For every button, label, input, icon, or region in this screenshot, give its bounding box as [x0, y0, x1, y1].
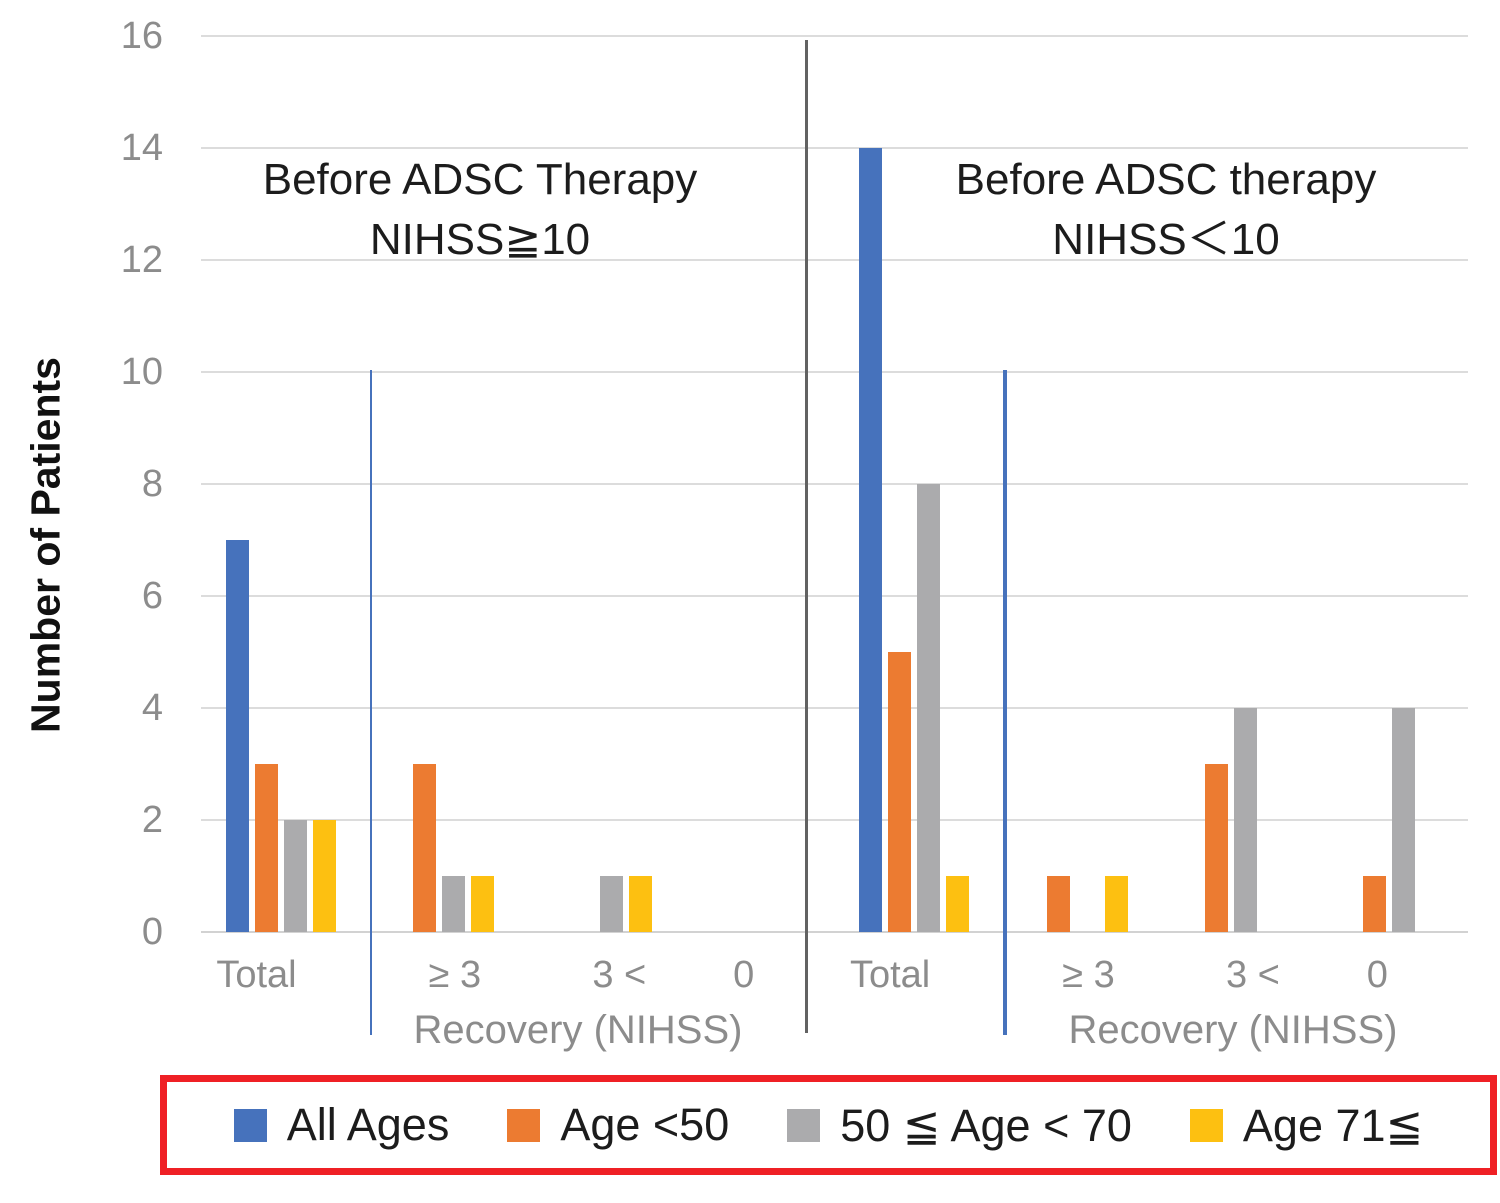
y-tick-label: 8 — [141, 462, 163, 505]
bar — [225, 539, 249, 932]
gridline-y2 — [201, 818, 1468, 821]
bar — [629, 875, 653, 932]
gridline-y14 — [201, 146, 1468, 149]
legend-item-age-71-plus: Age 71≦ — [1189, 1099, 1424, 1152]
bar — [441, 875, 465, 932]
legend-item-all-ages: All Ages — [233, 1099, 450, 1151]
bar — [946, 875, 970, 932]
y-axis-title: Number of Patients — [22, 357, 69, 733]
gridline-y6 — [201, 594, 1468, 597]
category-label: 0 — [1366, 954, 1388, 996]
y-tick-label: 10 — [120, 350, 163, 393]
category-label: 0 — [733, 954, 755, 996]
y-tick-label: 6 — [141, 574, 163, 617]
y-tick-label: 0 — [141, 911, 163, 953]
legend-swatch-age-50-to-70 — [787, 1108, 821, 1142]
category-label: Total — [849, 954, 931, 996]
total-separator-right — [1003, 370, 1007, 1035]
category-label: ≥ 3 — [1062, 954, 1115, 996]
panel-title-left: Before ADSC Therapy NIHSS≧10 — [263, 150, 698, 270]
bar — [283, 819, 307, 932]
panel-title-left-line1: Before ADSC Therapy — [262, 155, 698, 204]
bar — [312, 819, 336, 932]
legend-swatch-age-71-plus — [1189, 1108, 1223, 1142]
bar — [412, 763, 436, 932]
legend-swatch-all-ages — [233, 1108, 267, 1142]
panel-divider — [805, 40, 808, 1033]
legend: All Ages Age <50 50 ≦ Age < 70 Age 71≦ — [160, 1075, 1497, 1175]
legend-label-age-under-50: Age <50 — [560, 1099, 730, 1150]
bar — [1392, 707, 1416, 932]
bar — [888, 651, 912, 932]
bar — [859, 147, 883, 932]
category-label: ≥ 3 — [428, 954, 482, 996]
legend-label-age-71-plus: Age 71≦ — [1242, 1099, 1424, 1151]
category-label: 3 < — [592, 954, 647, 996]
legend-swatch-age-under-50 — [507, 1108, 541, 1142]
legend-item-age-50-to-70: 50 ≦ Age < 70 — [787, 1099, 1132, 1152]
panel-title-right: Before ADSC therapy NIHSS＜10 — [956, 150, 1377, 270]
bar — [600, 875, 624, 932]
bar — [254, 763, 278, 932]
y-tick-label: 2 — [141, 798, 163, 841]
x-axis-title-right: Recovery (NIHSS) — [1068, 1008, 1398, 1052]
bar — [1233, 707, 1257, 932]
panel-title-left-line2: NIHSS≧10 — [369, 215, 591, 264]
bar — [1363, 875, 1387, 932]
bar — [1204, 763, 1228, 932]
gridline-y4 — [201, 706, 1468, 709]
y-tick-label: 16 — [120, 14, 163, 57]
bar — [470, 875, 494, 932]
bar — [917, 483, 941, 932]
y-tick-label: 4 — [141, 686, 163, 729]
gridline-y10 — [201, 370, 1468, 373]
legend-item-age-under-50: Age <50 — [507, 1099, 729, 1151]
y-tick-label: 14 — [120, 126, 163, 169]
gridline-y8 — [201, 482, 1468, 485]
total-separator-left — [370, 370, 373, 1035]
category-label: 3 < — [1225, 954, 1280, 996]
legend-label-all-ages: All Ages — [286, 1099, 450, 1150]
gridline-y16 — [201, 34, 1468, 37]
y-tick-label: 12 — [120, 238, 163, 281]
panel-title-right-line2: NIHSS＜10 — [1052, 215, 1280, 264]
bar — [1104, 875, 1128, 932]
x-axis-title-left: Recovery (NIHSS) — [413, 1008, 743, 1052]
gridline-y0 — [201, 931, 1468, 933]
bar — [1046, 875, 1070, 932]
gridline-y12 — [201, 258, 1468, 261]
panel-title-right-line1: Before ADSC therapy — [955, 155, 1377, 204]
category-label: Total — [216, 954, 297, 996]
legend-label-age-50-to-70: 50 ≦ Age < 70 — [840, 1099, 1132, 1151]
